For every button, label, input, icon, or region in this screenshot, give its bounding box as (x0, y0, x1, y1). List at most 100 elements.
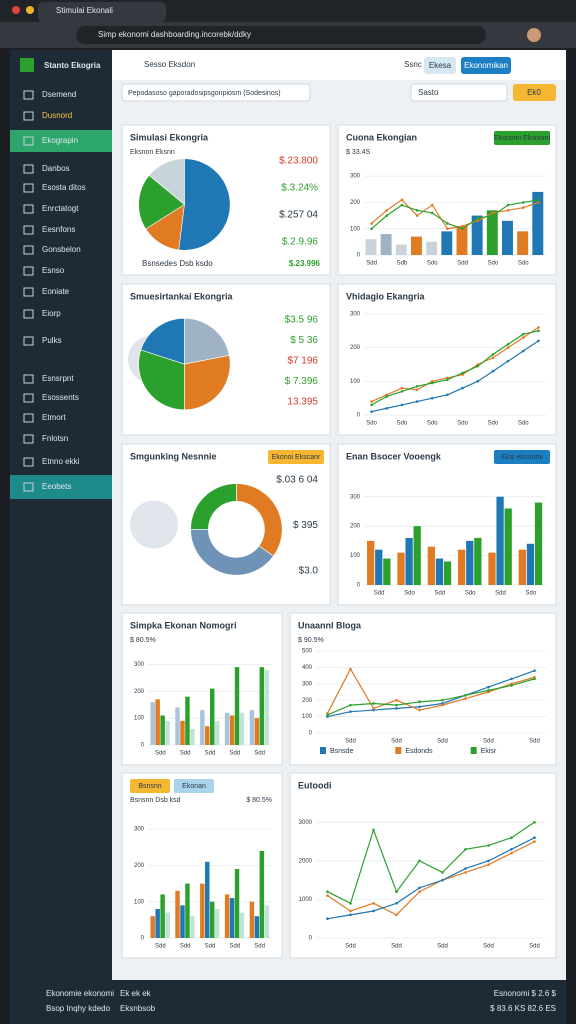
pie-slice (140, 317, 185, 365)
card-button[interactable] (494, 450, 550, 464)
pie-slice (138, 174, 185, 230)
y-tick-label: 300 (350, 312, 361, 318)
y-tick-label: 0 (357, 413, 361, 419)
x-tick-label: Sdd (229, 944, 240, 950)
url-field[interactable] (76, 26, 486, 44)
footer-text: Ek ek ek (120, 989, 152, 998)
button-label: Ekesa (429, 61, 452, 70)
bar (160, 715, 165, 745)
bar (160, 894, 165, 938)
card-note: $ 80.5% (246, 797, 272, 804)
pie-slice (178, 158, 231, 251)
card-note: Eksnon Eksnn (130, 149, 175, 156)
decoration (130, 500, 178, 549)
footer-text: Ekonomie ekonomi (46, 989, 114, 998)
menu-item[interactable]: Dusnord (42, 111, 72, 120)
x-tick-label: Sdd (345, 944, 356, 950)
bar (155, 908, 160, 938)
button[interactable] (513, 84, 556, 101)
x-tick-label: Sdd (205, 751, 216, 757)
footer-content: Ekonomie ekonomi Bsop Inqhy kdedo Ek ek ek… (46, 989, 557, 1013)
card-footer: $.23.996 (289, 259, 321, 268)
x-tick-label: Sdd (205, 944, 216, 950)
x-tick-label: Sdo (427, 261, 438, 267)
menu-item[interactable]: Etnno ekki (42, 457, 80, 466)
line (371, 199, 539, 230)
bar (214, 720, 220, 745)
x-tick-label: Sdo (404, 591, 415, 597)
menu-icon (23, 287, 34, 297)
button[interactable] (424, 57, 456, 74)
window-close[interactable] (12, 6, 20, 14)
bar (443, 561, 452, 585)
bar (488, 552, 496, 585)
card-button[interactable] (130, 779, 170, 793)
value-label: $.3.24% (281, 183, 318, 194)
bar (190, 728, 195, 745)
bar (200, 710, 205, 745)
value-label: $.257 04 (279, 210, 318, 221)
select[interactable] (410, 83, 508, 102)
x-tick-label: Sdd (229, 751, 240, 757)
menu-icon (23, 136, 34, 146)
window-min[interactable] (26, 6, 34, 14)
donut-hole (208, 500, 265, 558)
brand: Stanto Ekogria (44, 61, 101, 70)
button-label: Ekonomikan (464, 61, 508, 70)
menu-icon (23, 204, 34, 214)
bar (239, 912, 245, 938)
y-tick-label: 200 (350, 345, 361, 351)
menu-item[interactable]: Esnsrpnt (42, 374, 74, 383)
legend-label: Ekisr (481, 748, 497, 755)
menu-item[interactable]: Eiorp (42, 309, 61, 318)
button[interactable] (461, 57, 511, 74)
sidebar-menu: Dsemend Dusnord Ekograpin Danbos Esosta dito… (10, 90, 112, 499)
search[interactable]: Ssnc (404, 60, 422, 69)
value-label: $.03 6 04 (276, 475, 318, 486)
bar (210, 688, 215, 745)
value-label: $.2.9.96 (282, 237, 319, 248)
button-label: Ek0 (527, 88, 541, 97)
tab[interactable] (38, 2, 166, 22)
menu-item[interactable]: Etmort (42, 413, 66, 422)
menu-item[interactable]: Esnso (42, 266, 65, 275)
menu-item[interactable]: Enrctatogt (42, 204, 79, 213)
menu-item[interactable]: Fnlotsn (42, 434, 68, 443)
pie-slice (148, 158, 185, 206)
y-tick-label: 0 (141, 936, 145, 942)
menu-item[interactable]: Esosta ditos (42, 183, 86, 192)
menu-item[interactable]: Gonsbelon (42, 245, 81, 254)
bar (504, 508, 512, 585)
y-tick-label: 200 (302, 698, 313, 704)
menu-item[interactable]: Esossents (42, 393, 79, 402)
menu-item[interactable]: Eoniate (42, 287, 70, 296)
y-tick-label: 100 (302, 714, 313, 720)
menu-item[interactable]: Eesnfons (42, 225, 75, 234)
filter[interactable] (121, 83, 311, 102)
line (327, 821, 535, 905)
card-button[interactable] (174, 779, 214, 793)
menu-icon (23, 374, 34, 384)
menu-item[interactable]: Pulks (42, 336, 62, 345)
menu-item[interactable]: Danbos (42, 164, 70, 173)
bar (456, 226, 468, 255)
line (327, 670, 535, 718)
bar (165, 720, 170, 745)
bar (254, 718, 260, 745)
bar (249, 901, 255, 938)
avatar[interactable] (527, 28, 541, 42)
menu-item[interactable]: Dsemend (42, 90, 76, 99)
card-button[interactable] (268, 450, 324, 464)
menu-icon (23, 482, 34, 492)
menu-item[interactable]: Ekograpin (42, 136, 78, 145)
card-button[interactable] (494, 131, 550, 145)
bar (517, 231, 529, 255)
bar (180, 905, 185, 938)
menu-item[interactable]: Eeobets (42, 482, 71, 491)
filter-text: Pepodasoso gaporadosipsgonpiosm (Sodesin… (128, 90, 281, 97)
bar (224, 712, 230, 745)
x-tick-label: Sdd (391, 944, 402, 950)
line (371, 199, 539, 230)
menu-icon (23, 457, 34, 467)
x-tick-label: Sdb (397, 261, 408, 267)
